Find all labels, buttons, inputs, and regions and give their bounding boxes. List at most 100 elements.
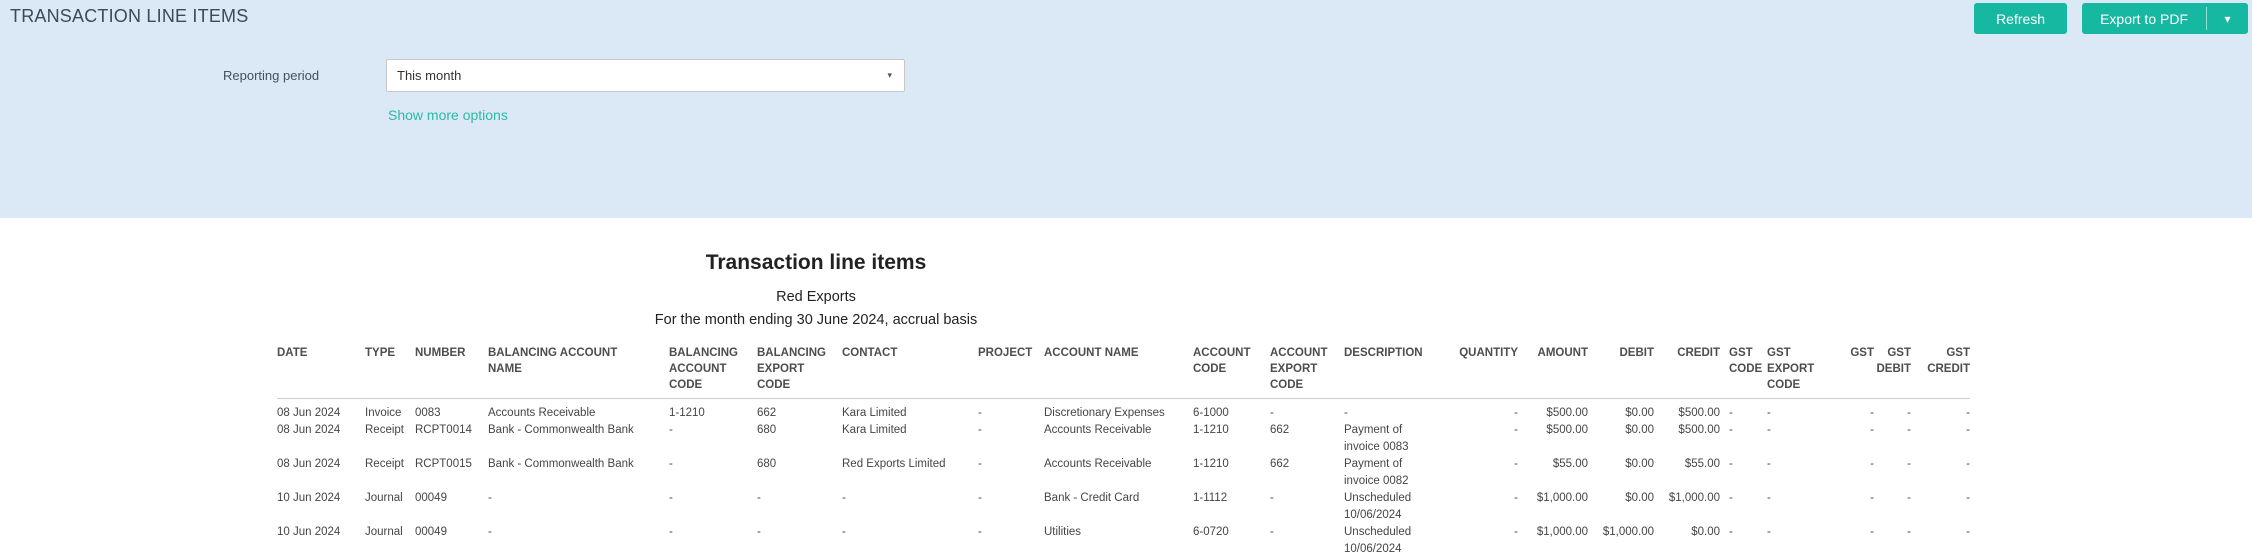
table-cell: 662: [1270, 424, 1290, 436]
table-cell: -: [1270, 492, 1274, 504]
table-cell: -: [978, 458, 982, 470]
table-cell: $1,000.00: [1602, 526, 1654, 538]
table-cell: -: [488, 492, 492, 504]
table-cell: -: [1729, 424, 1733, 436]
report-organisation: Red Exports: [776, 289, 856, 305]
export-to-pdf-button[interactable]: Export to PDF ▾: [2082, 3, 2248, 34]
table-cell: Utilities: [1044, 526, 1082, 538]
export-options-caret-button[interactable]: ▾: [2207, 3, 2248, 34]
table-cell: -: [1870, 424, 1874, 436]
column-header: GST EXPORT CODE: [1767, 345, 1827, 399]
table-cell: -: [488, 526, 492, 538]
table-cell: Accounts Receivable: [1044, 458, 1152, 470]
refresh-button-label: Refresh: [1996, 10, 2046, 27]
column-header: QUANTITY: [1449, 345, 1518, 399]
table-cell: -: [1966, 492, 1970, 504]
column-header: PROJECT: [978, 345, 1044, 399]
table-cell: 1-1210: [669, 407, 705, 419]
table-cell: Accounts Receivable: [488, 407, 596, 419]
table-cell: -: [1729, 526, 1733, 538]
table-cell: 1-1210: [1193, 458, 1229, 470]
table-cell: -: [1870, 526, 1874, 538]
column-header: CONTACT: [842, 345, 978, 399]
table-cell: $500.00: [1546, 407, 1588, 419]
table-cell: -: [1870, 458, 1874, 470]
table-cell: $1,000.00: [1536, 526, 1588, 538]
table-cell: $500.00: [1546, 424, 1588, 436]
table-cell: -: [757, 526, 761, 538]
table-cell: Receipt: [365, 458, 404, 470]
column-header: ACCOUNT EXPORT CODE: [1270, 345, 1344, 399]
show-more-options-link[interactable]: Show more options: [388, 107, 508, 123]
table-cell: Accounts Receivable: [1044, 424, 1152, 436]
table-cell: Receipt: [365, 424, 404, 436]
table-cell: -: [1907, 424, 1911, 436]
table-cell: -: [1729, 458, 1733, 470]
table-cell: $55.00: [1684, 458, 1720, 470]
table-cell: -: [1344, 407, 1348, 419]
table-cell: -: [978, 492, 982, 504]
table-cell: -: [1966, 458, 1970, 470]
reporting-period-label: Reporting period: [223, 68, 320, 83]
filter-panel: TRANSACTION LINE ITEMS Refresh Export to…: [0, 0, 2252, 218]
table-cell: -: [1767, 458, 1771, 470]
column-header: NUMBER: [415, 345, 488, 399]
table-cell: -: [1767, 407, 1771, 419]
table-cell: Discretionary Expenses: [1044, 407, 1165, 419]
table-cell: Bank - Commonwealth Bank: [488, 458, 634, 470]
table-row: 08 Jun 2024 Receipt RCPT0015 Bank - Commonw…: [277, 456, 1970, 490]
page-title: TRANSACTION LINE ITEMS: [10, 6, 249, 26]
table-cell: Payment of invoice 0083: [1344, 424, 1409, 453]
column-header: ACCOUNT NAME: [1044, 345, 1193, 399]
table-cell: 662: [1270, 458, 1290, 470]
table-cell: -: [1729, 492, 1733, 504]
table-cell: -: [1270, 407, 1274, 419]
table-cell: Red Exports Limited: [842, 458, 946, 470]
table-cell: -: [1767, 492, 1771, 504]
table-row: 10 Jun 2024 Journal 00049 - - - - - Utilities 6-0…: [277, 524, 1970, 557]
export-to-pdf-label: Export to PDF: [2100, 10, 2188, 27]
table-cell: 1-1210: [1193, 424, 1229, 436]
table-cell: RCPT0014: [415, 424, 472, 436]
table-cell: -: [1907, 526, 1911, 538]
column-header: GST CODE: [1720, 345, 1767, 399]
table-cell: 10 Jun 2024: [277, 526, 341, 538]
table-cell: -: [1514, 458, 1518, 470]
transactions-table: DATE TYPE NUMBER BALANCING ACCOUNT NAME BALA…: [277, 345, 1970, 557]
chevron-down-icon: ▾: [887, 70, 892, 80]
column-header: BALANCING ACCOUNT NAME: [488, 345, 669, 399]
reporting-period-select[interactable]: This month ▾: [386, 59, 905, 92]
column-header: BALANCING ACCOUNT CODE: [669, 345, 757, 399]
report-title: Transaction line items: [705, 251, 927, 274]
table-cell: $1,000.00: [1536, 492, 1588, 504]
table-cell: -: [1767, 526, 1771, 538]
table-cell: 6-0720: [1193, 526, 1229, 538]
table-cell: -: [1514, 492, 1518, 504]
table-cell: $500.00: [1678, 407, 1720, 419]
table-cell: $0.00: [1625, 407, 1654, 419]
table-cell: 680: [757, 458, 777, 470]
table-cell: -: [1729, 407, 1733, 419]
table-cell: 00049: [415, 526, 447, 538]
column-header: DATE: [277, 345, 365, 399]
report-header: Transaction line items Red Exports For t…: [277, 250, 1355, 329]
column-header: GST DEBIT: [1874, 345, 1911, 399]
refresh-button[interactable]: Refresh: [1974, 3, 2068, 34]
table-cell: -: [978, 424, 982, 436]
table-cell: $0.00: [1625, 424, 1654, 436]
column-header: ACCOUNT CODE: [1193, 345, 1270, 399]
column-header: AMOUNT: [1518, 345, 1588, 399]
column-header: DESCRIPTION: [1344, 345, 1449, 399]
table-cell: Kara Limited: [842, 424, 907, 436]
table-cell: Bank - Commonwealth Bank: [488, 424, 634, 436]
table-cell: -: [1966, 407, 1970, 419]
column-header: DEBIT: [1588, 345, 1654, 399]
table-cell: 6-1000: [1193, 407, 1229, 419]
table-cell: -: [1870, 407, 1874, 419]
table-row: 10 Jun 2024 Journal 00049 - - - - - Bank - Credi…: [277, 490, 1970, 524]
table-cell: 08 Jun 2024: [277, 458, 341, 470]
column-header: BALANCING EXPORT CODE: [757, 345, 842, 399]
table-cell: Unscheduled 10/06/2024: [1344, 526, 1412, 555]
table-cell: -: [1966, 526, 1970, 538]
